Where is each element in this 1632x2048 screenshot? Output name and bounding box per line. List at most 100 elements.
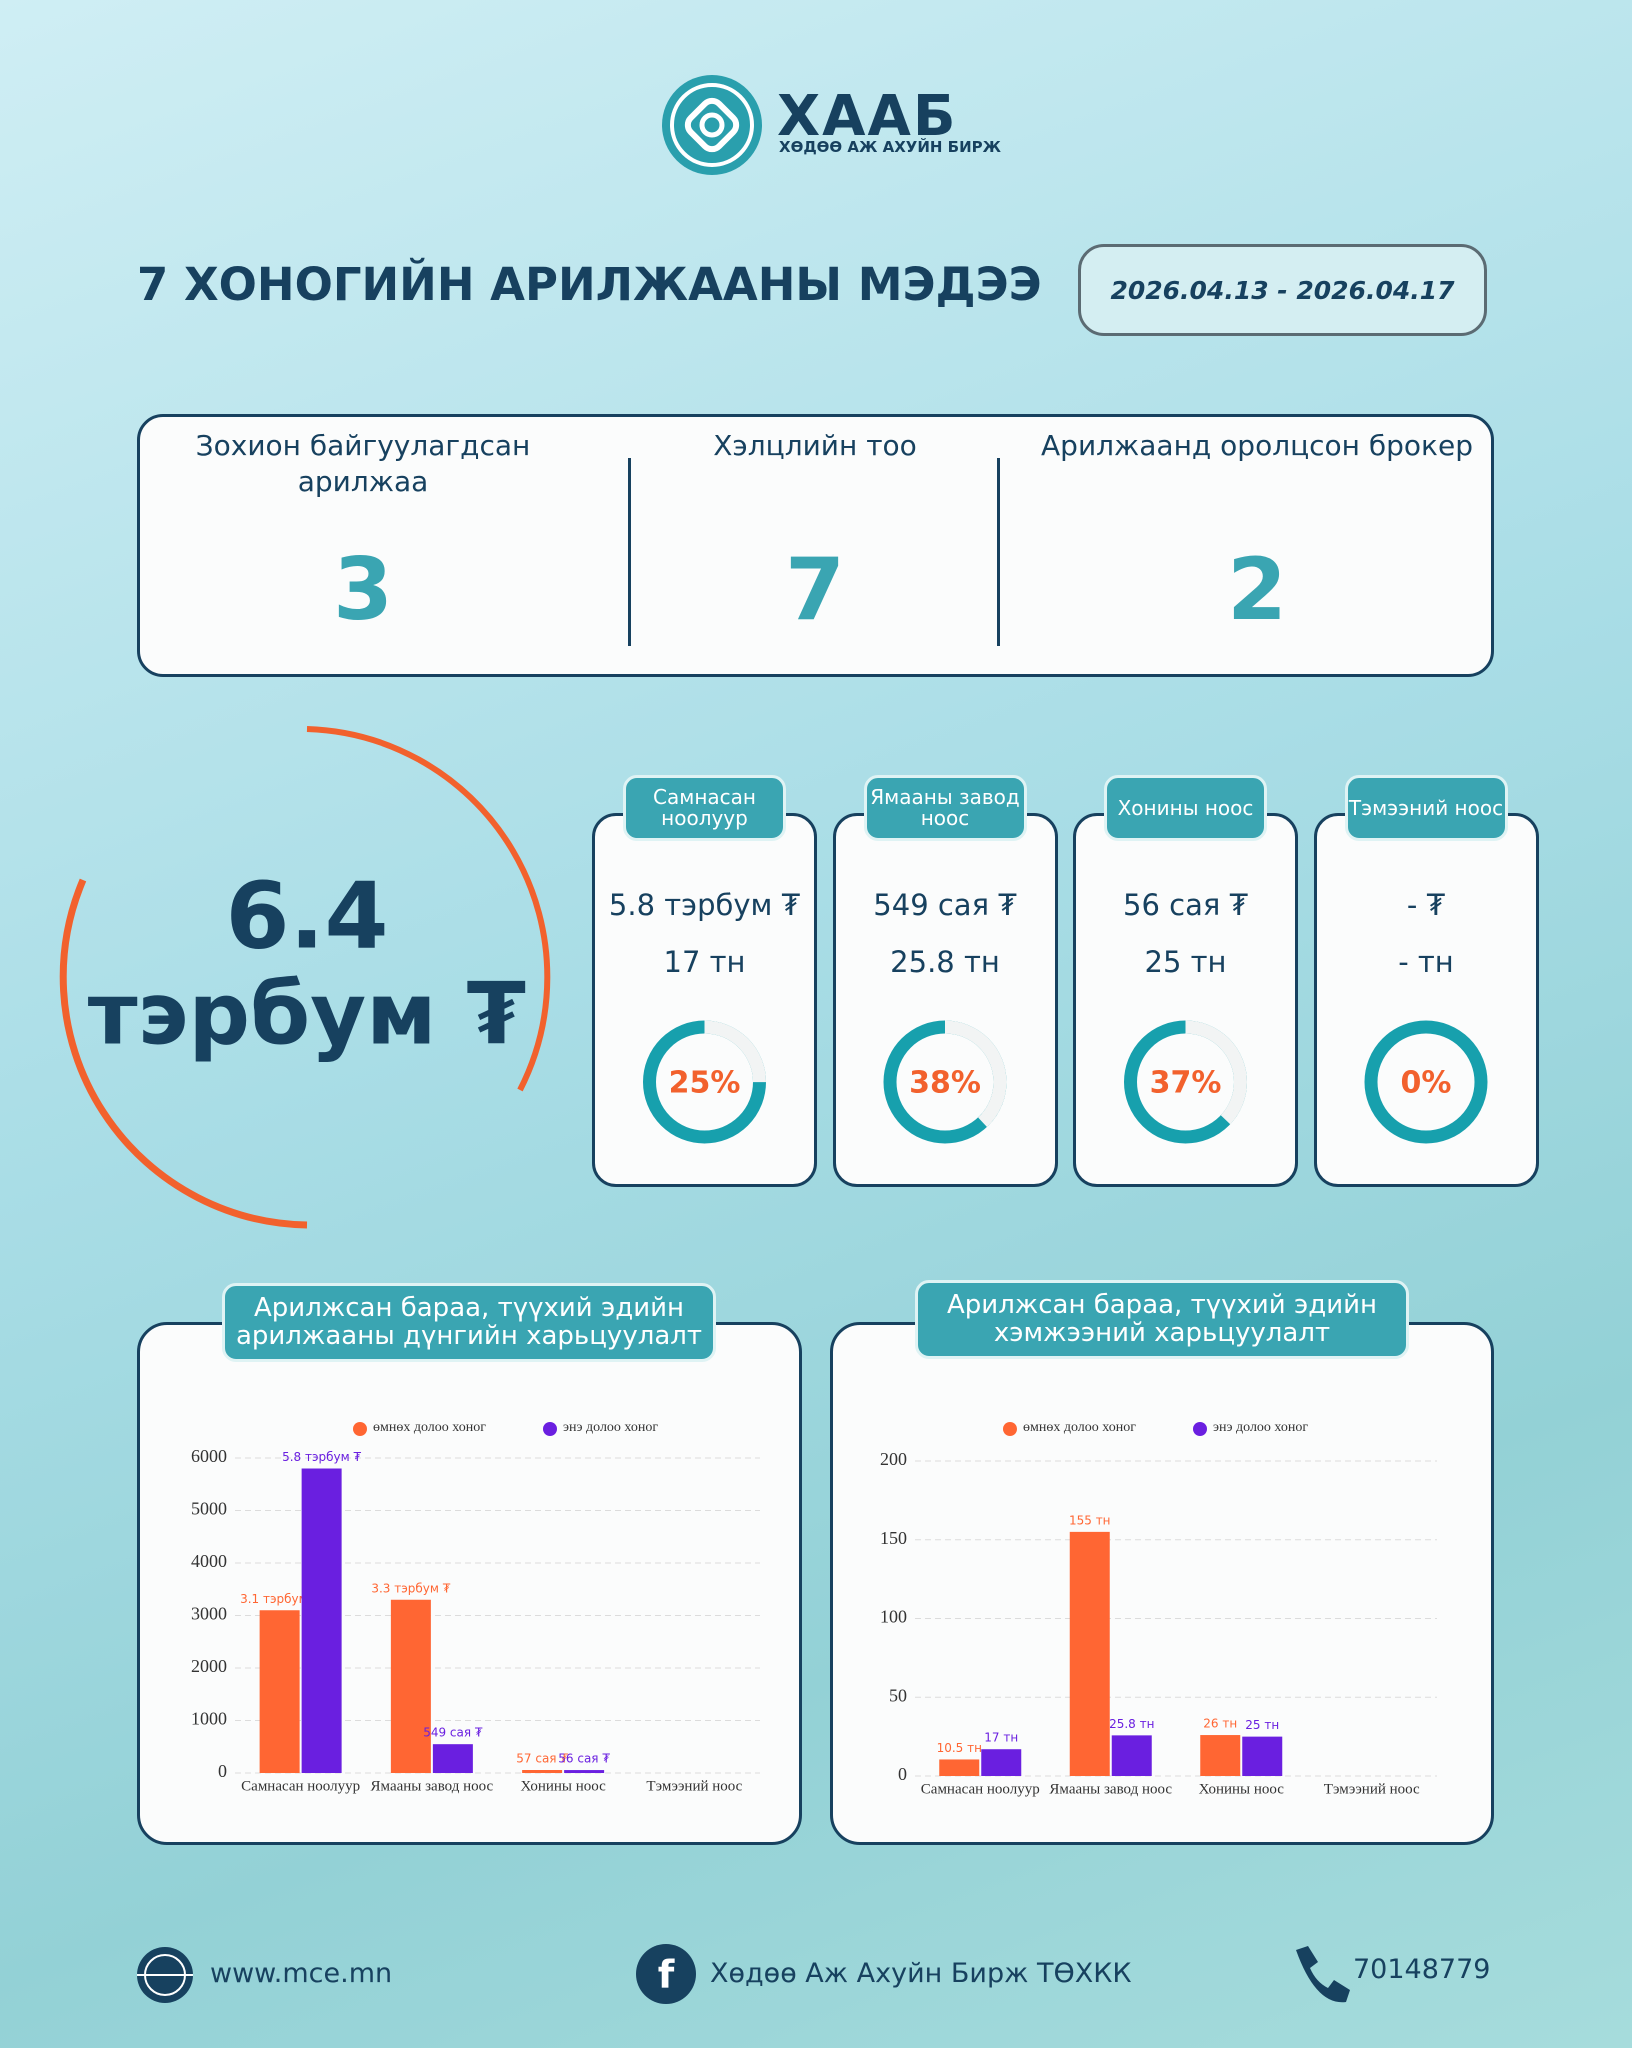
page-title: 7 ХОНОГИЙН АРИЛЖААНЫ МЭДЭЭ (137, 258, 1042, 311)
website: www.mce.mn (210, 1958, 393, 1989)
y-tick-label: 6000 (191, 1446, 227, 1466)
chart-panel (830, 1322, 1494, 1845)
product-amount: 5.8 тэрбум ₮ (608, 888, 801, 922)
value-label: 155 тн (1069, 1513, 1111, 1527)
x-tick-label: Тэмээний ноос (646, 1778, 742, 1794)
bar (564, 1770, 605, 1773)
value-label: 5.8 тэрбум ₮ (282, 1450, 361, 1464)
donut-label: 38% (909, 1066, 981, 1101)
bar (1200, 1735, 1241, 1776)
donut-share (1124, 1020, 1247, 1144)
bar (939, 1759, 980, 1776)
donut-label: 25% (669, 1066, 741, 1101)
stats-panel (137, 414, 1494, 677)
stat-value: 7 (785, 540, 845, 640)
product-volume: 25.8 тн (890, 945, 1000, 979)
value-label: 10.5 тн (937, 1741, 982, 1755)
y-tick-label: 3000 (191, 1604, 227, 1624)
chart-title: Арилжсан бараа, түүхий эдийн арилжааны д… (222, 1283, 716, 1362)
logo-name: ХААБ (777, 84, 958, 149)
product-volume: 17 тн (663, 945, 746, 979)
donut-share (643, 1020, 766, 1144)
bar (981, 1749, 1022, 1776)
bar (1111, 1735, 1152, 1776)
logo-subtitle: ХӨДӨӨ АЖ АХУЙН БИРЖ (779, 138, 1002, 156)
product-amount: 549 сая ₮ (873, 888, 1017, 922)
y-tick-label: 1000 (191, 1709, 227, 1729)
x-tick-label: Хонины ноос (520, 1778, 606, 1794)
stat-label: Зохион байгуулагдсан арилжаа (195, 429, 531, 499)
product-name: Тэмээний ноос (1344, 775, 1508, 841)
bar (432, 1744, 473, 1773)
logo-emblem (662, 75, 762, 175)
stat-label: Хэлцлийн тоо (713, 429, 917, 462)
legend-marker (353, 1422, 367, 1436)
product-volume: 25 тн (1144, 945, 1227, 979)
product-name: Хонины ноос (1104, 775, 1267, 841)
y-tick-label: 200 (880, 1449, 907, 1469)
stat-value: 3 (333, 540, 393, 640)
legend-label: өмнөх долоо хоног (1023, 1420, 1136, 1435)
product-amount: 56 сая ₮ (1123, 888, 1248, 922)
stat-value: 2 (1227, 540, 1287, 640)
x-tick-label: Хонины ноос (1199, 1781, 1285, 1797)
bar (1069, 1531, 1110, 1776)
product-amount: - ₮ (1406, 888, 1446, 922)
legend-marker (1193, 1422, 1207, 1436)
bar (390, 1599, 431, 1773)
donut-label: 37% (1150, 1066, 1222, 1101)
x-tick-label: Самнасан ноолуур (241, 1778, 360, 1794)
donut-ring (1364, 1020, 1488, 1144)
bar (522, 1770, 563, 1773)
svg-text:f: f (658, 1953, 675, 1997)
stat-label: Арилжаанд оролцсон брокер (1041, 429, 1473, 462)
y-tick-label: 0 (218, 1761, 227, 1781)
y-tick-label: 5000 (191, 1499, 227, 1519)
footer-icons: f (137, 1944, 1350, 2004)
bar (259, 1610, 300, 1773)
y-tick-label: 100 (880, 1607, 907, 1627)
legend-label: энэ долоо хоног (563, 1420, 658, 1435)
donut-share (883, 1020, 1007, 1144)
x-tick-label: Тэмээний ноос (1324, 1781, 1420, 1797)
y-tick-label: 150 (880, 1528, 907, 1548)
chart-title: Арилжсан бараа, түүхий эдийн хэмжээний х… (915, 1280, 1409, 1359)
donut-label: 0% (1401, 1066, 1452, 1101)
value-label: 549 сая ₮ (423, 1726, 483, 1740)
product-card (1313, 813, 1539, 1187)
product-card (592, 813, 817, 1187)
decor-arc (306, 726, 551, 1092)
value-label: 3.3 тэрбум ₮ (371, 1581, 450, 1595)
value-label: 56 сая ₮ (558, 1752, 610, 1766)
x-tick-label: Ямааны завод ноос (371, 1778, 494, 1794)
product-card (1073, 813, 1298, 1187)
decor-arc (59, 878, 308, 1229)
product-name: Самнасан ноолуур (623, 775, 786, 841)
divider (628, 458, 631, 646)
legend-label: өмнөх долоо хоног (373, 1420, 486, 1435)
total-unit: тэрбум ₮ (88, 964, 527, 1064)
product-card (832, 813, 1058, 1187)
phone: 70148779 (1353, 1954, 1491, 1985)
value-label: 25.8 тн (1109, 1717, 1154, 1731)
value-label: 26 тн (1203, 1717, 1237, 1731)
x-tick-label: Ямааны завод ноос (1049, 1781, 1172, 1797)
product-name: Ямааны завод ноос (863, 775, 1027, 841)
bar (1242, 1736, 1283, 1776)
legend-marker (1003, 1422, 1017, 1436)
divider (997, 458, 1000, 646)
value-label: 57 сая ₮ (516, 1752, 568, 1766)
period: 2026.04.13 - 2026.04.17 (1078, 244, 1487, 336)
y-tick-label: 50 (889, 1685, 907, 1705)
value-label: 17 тн (984, 1731, 1018, 1745)
y-tick-label: 0 (898, 1764, 907, 1784)
total-value: 6.4 (226, 862, 389, 969)
facebook: Хөдөө Аж Ахуйн Бирж ТӨХКК (710, 1958, 1132, 1989)
value-label: 25 тн (1245, 1718, 1279, 1732)
product-volume: - тн (1398, 945, 1454, 979)
legend-label: энэ долоо хоног (1213, 1420, 1308, 1435)
y-tick-label: 4000 (191, 1551, 227, 1571)
legend-marker (543, 1422, 557, 1436)
